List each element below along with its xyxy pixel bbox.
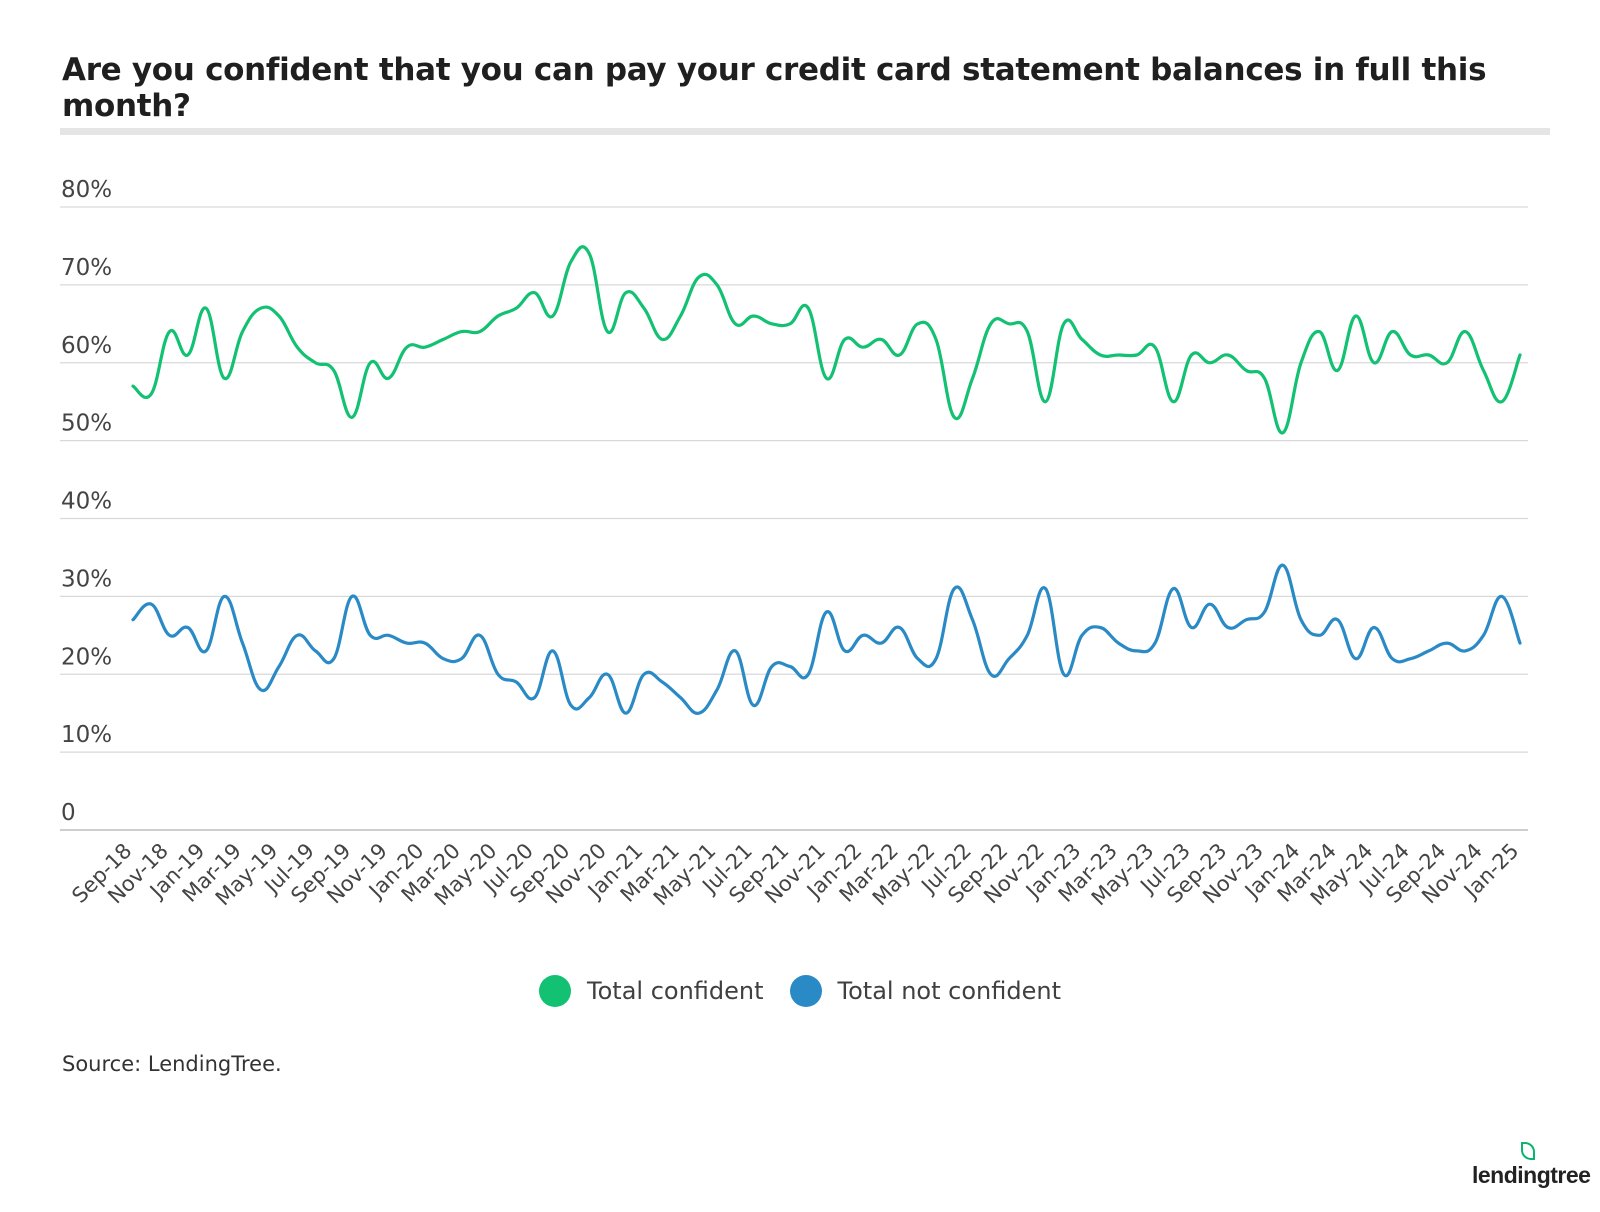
y-tick-label: 0 [61,800,76,826]
line-chart: 010%20%30%40%50%60%70%80% Sep-18Nov-18Ja… [60,177,1528,910]
series-line-total-not-confident [131,563,1522,715]
legend-label-confident: Total confident [587,977,764,1005]
source-note: Source: LendingTree. [62,1052,282,1076]
title-divider [60,128,1550,135]
legend-marker-not-confident [789,975,822,1007]
lendingtree-logo: lendingtree [1472,1162,1591,1188]
y-tick-label: 20% [61,644,112,670]
chart-title: Are you confident that you can pay your … [62,52,1487,124]
y-tick-label: 70% [61,255,112,281]
y-tick-label: 30% [61,566,112,592]
legend-item-confident: Total confident [539,975,764,1007]
y-tick-label: 60% [61,333,112,359]
y-tick-label: 40% [61,489,112,515]
legend-item-not-confident: Total not confident [789,975,1061,1007]
y-tick-label: 50% [61,411,112,437]
legend-label-not-confident: Total not confident [837,977,1061,1005]
series-line-total-confident [131,245,1522,435]
legend: Total confident Total not confident [0,975,1600,1007]
legend-marker-confident [539,975,572,1007]
logo-leaf-icon [1521,1142,1535,1160]
y-tick-label: 80% [61,177,112,203]
y-tick-label: 10% [61,722,112,748]
